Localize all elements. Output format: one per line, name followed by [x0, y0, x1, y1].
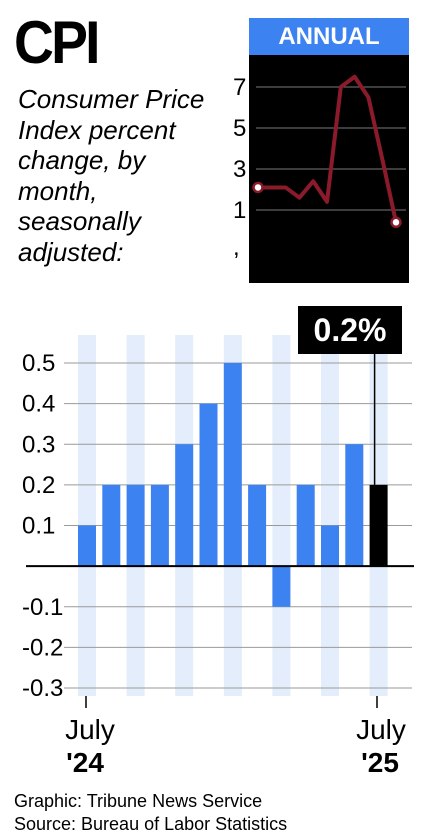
bar	[150, 484, 169, 567]
bar	[223, 363, 242, 567]
chart-subtitle: Consumer Price Index percent change, by …	[18, 84, 205, 267]
bar	[345, 444, 364, 567]
bar	[272, 566, 291, 607]
annual-y-tick-label: 1	[233, 197, 246, 224]
chart-title: CPI	[14, 9, 101, 76]
bar	[102, 484, 121, 567]
annual-y-tick-label: 7	[233, 74, 246, 101]
annual-line	[258, 74, 398, 223]
column-stripe	[78, 335, 96, 696]
annual-y-tick-label: 5	[233, 115, 246, 142]
annual-y-tick-label: 3	[233, 156, 246, 183]
bar	[321, 525, 339, 567]
bar	[296, 484, 315, 567]
bar	[175, 444, 194, 567]
bar-latest	[369, 484, 388, 567]
annual-y-tick-label: ,	[233, 234, 240, 261]
column-stripe	[321, 335, 339, 696]
x-label-end-year: '25	[361, 747, 399, 778]
y-tick-label: 0.4	[22, 391, 55, 418]
y-tick-label: 0.1	[22, 513, 55, 540]
bar	[199, 403, 218, 567]
x-label-start-year: '24	[66, 747, 104, 778]
annual-end-point	[390, 216, 402, 229]
x-label-end-month: July	[356, 714, 406, 745]
bar	[126, 484, 145, 567]
latest-value-callout: 0.2%	[298, 306, 402, 354]
column-stripe	[272, 335, 291, 696]
y-tick-label: -0.1	[22, 594, 63, 621]
x-label-start-month: July	[65, 714, 115, 745]
y-tick-label: -0.3	[22, 675, 63, 702]
bar	[248, 484, 267, 567]
annual-start-point	[252, 181, 264, 194]
annual-inset-label: ANNUAL	[249, 18, 409, 55]
graphic-credit: Graphic: Tribune News Service	[14, 791, 263, 811]
y-tick-label: 0.3	[22, 431, 55, 458]
y-tick-label: 0.5	[22, 350, 55, 377]
y-tick-label: -0.2	[22, 634, 63, 661]
y-tick-label: 0.2	[22, 472, 55, 499]
bar	[78, 525, 96, 567]
source-credit: Source: Bureau of Labor Statistics	[14, 814, 288, 834]
